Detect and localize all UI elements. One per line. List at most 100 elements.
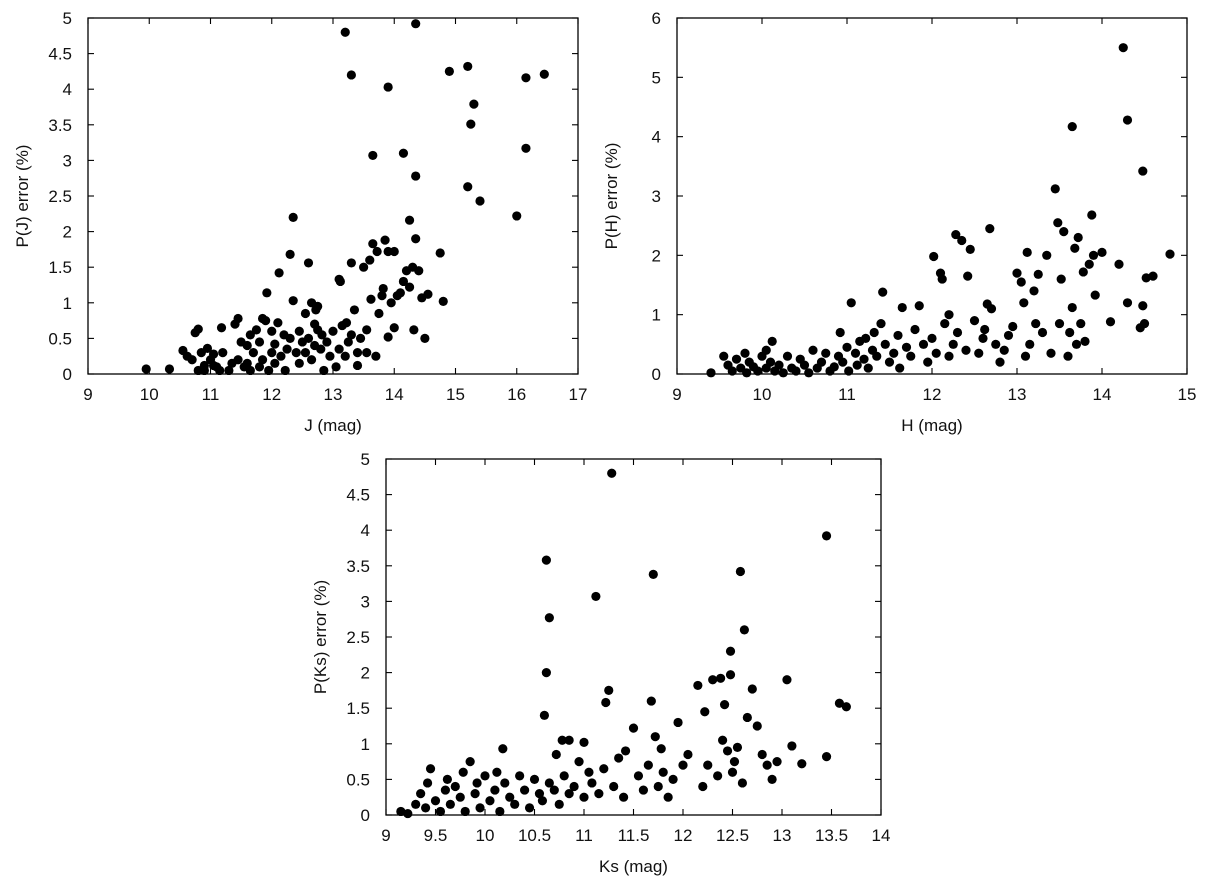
data-point-h — [897, 302, 907, 313]
data-point-h — [1138, 301, 1148, 311]
data-point-j — [475, 196, 485, 206]
data-point-h — [980, 324, 990, 335]
data-point-h — [944, 351, 954, 361]
data-point-ks — [678, 760, 688, 770]
data-point-j — [300, 308, 311, 319]
data-point-ks — [673, 717, 683, 728]
data-point-h — [774, 360, 784, 370]
data-point-j — [303, 333, 314, 343]
data-point-h — [1012, 268, 1022, 278]
data-point-h — [880, 339, 890, 349]
x-tick-label-j: 15 — [446, 385, 465, 404]
data-point-j — [411, 234, 421, 244]
data-point-ks — [693, 680, 703, 691]
data-point-j — [352, 348, 363, 358]
data-point-ks — [716, 673, 726, 683]
data-point-h — [863, 363, 873, 373]
data-point-h — [1114, 259, 1124, 269]
x-tick-label-ks: 11 — [575, 826, 593, 845]
data-point-h — [1020, 351, 1031, 361]
data-point-j — [409, 325, 419, 335]
y-tick-label-ks: 3.5 — [346, 557, 370, 576]
data-point-ks — [541, 668, 551, 678]
x-axis-label-ks: Ks (mag) — [599, 857, 668, 876]
data-point-h — [835, 327, 845, 338]
data-point-ks — [430, 796, 441, 806]
data-point-ks — [472, 778, 482, 788]
y-tick-label-ks: 3 — [361, 592, 370, 611]
data-point-ks — [628, 723, 639, 733]
data-point-j — [248, 348, 258, 358]
data-point-ks — [727, 767, 738, 777]
data-point-h — [1138, 166, 1148, 176]
data-point-h — [901, 342, 912, 352]
x-tick-label-h: 11 — [838, 385, 856, 404]
data-point-ks — [460, 806, 470, 817]
data-point-j — [463, 182, 473, 192]
data-point-j — [328, 326, 338, 336]
x-tick-label-j: 10 — [140, 385, 159, 404]
data-point-h — [969, 316, 980, 326]
y-tick-label-j: 2 — [63, 223, 72, 242]
data-point-h — [1078, 267, 1088, 277]
data-point-ks — [663, 792, 673, 802]
data-point-ks — [614, 753, 624, 763]
x-tick-label-j: 12 — [262, 385, 281, 404]
y-tick-label-h: 6 — [652, 9, 661, 28]
data-point-j — [383, 332, 393, 342]
x-tick-label-j: 13 — [324, 385, 343, 404]
y-tick-label-ks: 1 — [361, 735, 370, 754]
data-point-j — [444, 66, 454, 76]
data-point-j — [245, 365, 255, 376]
data-point-ks — [646, 696, 656, 706]
data-point-j — [341, 318, 352, 328]
data-point-ks — [564, 789, 574, 799]
data-point-h — [1003, 330, 1014, 341]
data-point-ks — [643, 760, 653, 770]
data-point-ks — [440, 785, 450, 795]
data-point-h — [884, 357, 895, 367]
data-point-h — [859, 354, 869, 364]
y-tick-label-j: 3.5 — [48, 116, 72, 135]
data-point-h — [986, 304, 997, 314]
data-point-ks — [729, 757, 740, 767]
data-point-j — [539, 69, 549, 79]
data-point-j — [368, 150, 378, 161]
data-point-j — [257, 355, 268, 365]
data-point-j — [313, 301, 323, 311]
data-point-j — [411, 171, 421, 181]
data-point-j — [331, 362, 341, 372]
y-axis-label-j: P(J) error (%) — [13, 145, 32, 248]
data-point-h — [838, 357, 848, 367]
data-point-j — [267, 326, 277, 336]
data-point-h — [1008, 321, 1018, 332]
data-point-h — [918, 339, 929, 349]
data-point-j — [303, 258, 314, 268]
y-tick-label-h: 0 — [652, 365, 661, 384]
data-point-h — [861, 333, 871, 343]
x-tick-label-ks: 14 — [872, 826, 891, 845]
data-point-ks — [515, 771, 525, 781]
data-point-ks — [554, 799, 564, 809]
data-point-h — [1080, 336, 1090, 346]
data-point-ks — [653, 781, 663, 792]
y-tick-label-ks: 5 — [361, 450, 370, 469]
x-tick-label-j: 14 — [385, 385, 404, 404]
data-point-j — [469, 99, 479, 109]
data-point-h — [1088, 250, 1099, 260]
data-point-ks — [787, 741, 797, 751]
x-tick-label-ks: 9.5 — [424, 826, 448, 845]
x-axis-label-h: H (mag) — [901, 416, 962, 435]
data-point-j — [404, 215, 415, 225]
data-point-j — [317, 330, 327, 340]
data-point-h — [978, 333, 988, 343]
x-tick-label-j: 11 — [202, 385, 220, 404]
data-point-h — [791, 366, 801, 376]
data-point-h — [1139, 318, 1150, 329]
data-point-h — [804, 368, 814, 378]
data-point-ks — [495, 806, 505, 817]
data-point-h — [876, 318, 886, 329]
data-point-ks — [490, 785, 500, 795]
data-point-j — [359, 262, 369, 272]
data-point-j — [262, 288, 272, 298]
